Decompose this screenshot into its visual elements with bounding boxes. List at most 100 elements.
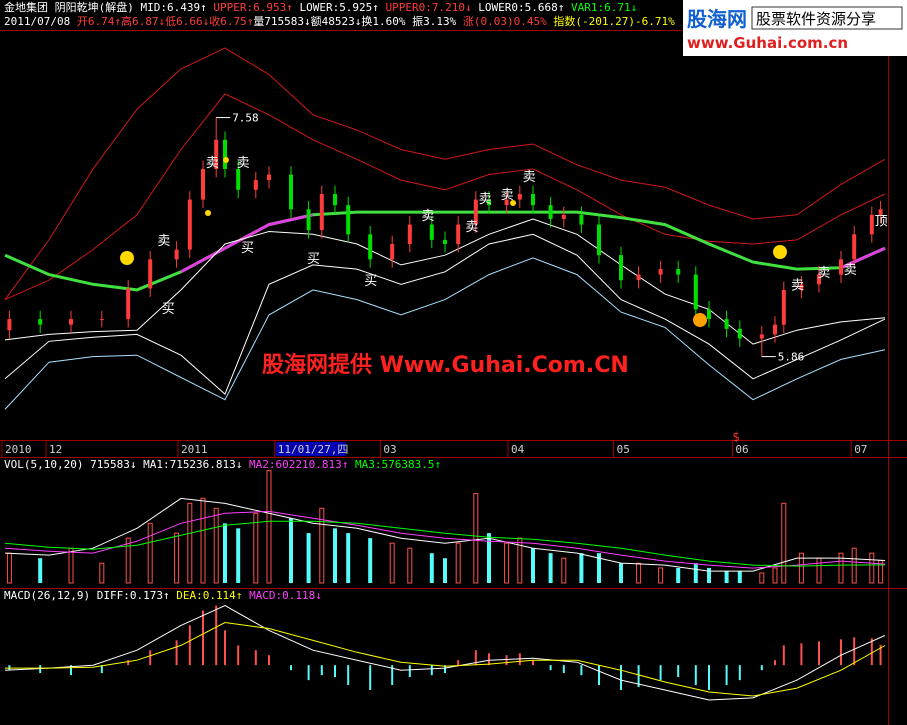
- volume-bar: [125, 537, 131, 584]
- volume-bar: [306, 533, 311, 583]
- candle-body: [456, 224, 461, 245]
- signal-label: 卖: [421, 209, 434, 224]
- volume-bar: [504, 542, 510, 584]
- volume-bar: [319, 507, 325, 584]
- indicator-line: [4, 257, 886, 410]
- signal-label: 买: [241, 241, 254, 256]
- legend-item: MA3:576383.5↑: [355, 458, 441, 471]
- legend-item: 2011/07/08: [4, 15, 77, 28]
- signal-label: 顶: [875, 214, 888, 229]
- candle-body: [517, 194, 522, 200]
- macd-legend: MACD(26,12,9) DIFF:0.173↑ DEA:0.114↑ MAC…: [4, 589, 322, 602]
- candle-body: [407, 224, 412, 245]
- volume-bar: [838, 552, 844, 584]
- legend-item: DIFF:0.173↑: [97, 589, 176, 602]
- volume-bar: [223, 523, 227, 583]
- signal-label: 卖: [237, 156, 250, 171]
- smiley: [510, 200, 516, 206]
- signal-label: 卖: [479, 192, 492, 207]
- volume-bar: [658, 567, 664, 584]
- signal-label: 卖: [817, 266, 830, 281]
- volume-legend: VOL(5,10,20) 715583↓ MA1:715236.813↓ MA2…: [4, 458, 441, 471]
- logo: 股海网 股票软件资源分享 www.Guhai.com.cn: [683, 0, 907, 56]
- date-label: 12: [49, 443, 62, 456]
- volume-bar: [707, 567, 711, 583]
- volume-bar: [636, 562, 642, 584]
- legend-item: VOL(5,10,20) 715583↓: [4, 458, 143, 471]
- volume-bar: [851, 547, 857, 584]
- volume-bar: [487, 533, 491, 583]
- candle-body: [69, 319, 73, 325]
- candle-body: [724, 319, 729, 329]
- candle-body: [504, 199, 509, 206]
- volume-bar: [561, 557, 567, 584]
- candle-body: [531, 194, 535, 206]
- candle-body: [799, 284, 804, 290]
- date-marker: $: [732, 430, 739, 444]
- candle-body: [658, 269, 663, 275]
- volume-bar: [693, 563, 698, 583]
- candle-body: [878, 209, 883, 215]
- signal-label: 卖: [501, 188, 514, 203]
- candle-body: [817, 274, 821, 285]
- signal-label: 卖: [791, 278, 804, 293]
- volume-bar: [429, 553, 434, 583]
- volume-bar: [676, 567, 681, 583]
- legend-item: LOWER:5.925↑: [299, 1, 385, 14]
- candle-body: [619, 255, 623, 281]
- candle-body: [548, 205, 553, 220]
- candle-body: [707, 309, 711, 320]
- legend-item: MACD(26,12,9): [4, 589, 97, 602]
- date-label: 03: [383, 443, 396, 456]
- candle-body: [38, 319, 43, 325]
- legend-item: 量715583↓额48523↓换1.60% 振3.13%: [253, 14, 463, 28]
- candle-body: [306, 209, 311, 231]
- date-label: 05: [617, 443, 630, 456]
- date-label: 2011: [181, 443, 208, 456]
- volume-bar: [389, 542, 395, 584]
- candle-body: [579, 214, 584, 225]
- smiley-icons: [120, 157, 787, 327]
- volume-bar: [531, 548, 535, 583]
- volume-bar: [289, 518, 293, 583]
- indicator-line: [4, 233, 886, 395]
- annotation-label: 7.58: [232, 112, 259, 125]
- logo-name: 股海网: [687, 7, 747, 31]
- signal-label: 卖: [523, 170, 536, 185]
- indicator-line: [4, 510, 886, 569]
- volume-bar: [772, 567, 778, 584]
- legend-item: 金地集团 阴阳乾坤(解盘): [4, 0, 141, 14]
- logo-box: [751, 6, 903, 30]
- legend-item: UPPER:6.953↑: [213, 1, 299, 14]
- candle-body: [781, 289, 786, 325]
- legend-item: MA2:602210.813↑: [249, 458, 355, 471]
- candle-body: [368, 234, 373, 260]
- smiley: [223, 157, 229, 163]
- candle-body: [253, 180, 258, 190]
- candle-body: [289, 174, 293, 210]
- watermark: 股海网提供 Www.Guhai.Com.CN: [262, 352, 629, 378]
- smiley: [120, 251, 134, 265]
- signal-label: 卖: [465, 220, 478, 235]
- date-highlight: [275, 442, 346, 456]
- volume-bar: [597, 553, 601, 583]
- candle-body: [636, 274, 641, 281]
- date-label: 04: [511, 443, 525, 456]
- candle-body: [236, 168, 241, 190]
- date-label: 06: [735, 443, 748, 456]
- candles: [7, 117, 883, 357]
- candle-body: [99, 319, 104, 321]
- signal-label: 卖: [157, 234, 170, 249]
- signal-label: 卖: [844, 263, 857, 278]
- legend-item: VAR1:6.71↓: [571, 1, 637, 14]
- candle-body: [852, 234, 857, 260]
- annotation-label: 5.86: [778, 351, 805, 364]
- volume-bar: [187, 502, 193, 584]
- candle-body: [487, 199, 491, 206]
- date-label: 11/01/27,四: [278, 443, 349, 456]
- candle-body: [7, 319, 12, 331]
- legend-item: 指数(-201.27)-6.71%: [553, 14, 675, 28]
- candle-body: [214, 139, 219, 169]
- candle-body: [429, 224, 434, 240]
